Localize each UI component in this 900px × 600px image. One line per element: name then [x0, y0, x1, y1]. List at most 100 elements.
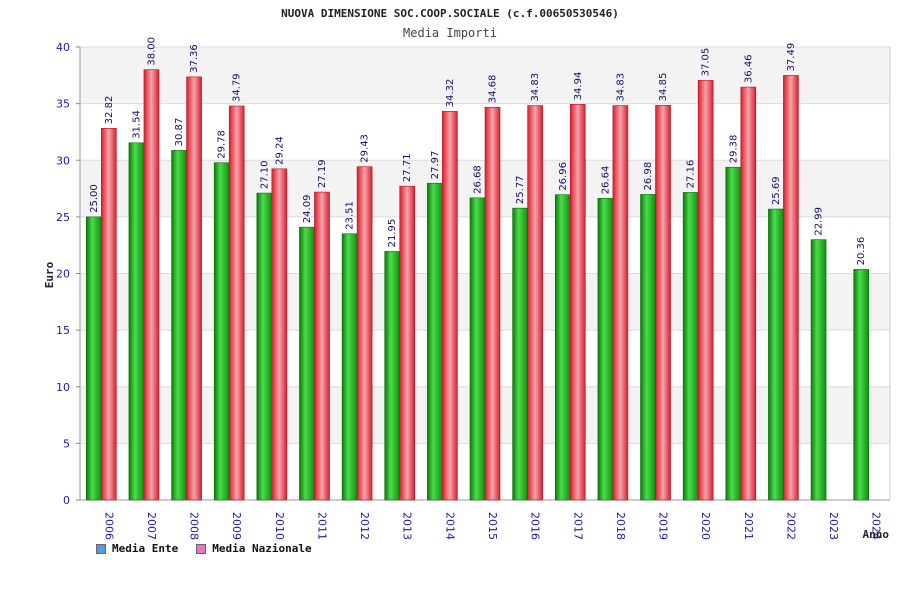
x-tick-label: 2022	[784, 512, 797, 540]
y-tick-label: 10	[56, 381, 70, 394]
x-tick-label: 2008	[188, 512, 201, 540]
bar-nazionale	[783, 75, 799, 501]
legend-item-ente: Media Ente	[96, 542, 178, 555]
y-tick-label: 5	[63, 437, 70, 450]
data-label: 29.38	[728, 135, 739, 164]
data-label: 25.00	[89, 184, 100, 213]
bar-ente	[725, 166, 742, 501]
data-label: 27.10	[259, 160, 270, 189]
data-label: 32.82	[104, 96, 115, 125]
data-label: 34.83	[530, 73, 541, 102]
bars: 25.00 32.82 31.54 38.00 30.87 37.36 29.78 34.79…	[86, 37, 869, 501]
bar-ente	[853, 269, 869, 501]
bar-nazionale	[740, 86, 757, 501]
x-tick-label: 2006	[102, 512, 115, 540]
y-axis-label: Euro	[43, 261, 56, 288]
legend-item-nazionale: Media Nazionale	[196, 542, 312, 555]
bar-ente	[299, 226, 315, 501]
data-label: 31.54	[131, 110, 142, 139]
x-tick-label: 2011	[315, 512, 328, 540]
data-label: 30.87	[174, 118, 185, 147]
bar-nazionale	[569, 104, 586, 501]
y-tick-label: 30	[56, 154, 70, 167]
x-tick-label: 2024	[870, 512, 883, 540]
data-label: 25.77	[515, 176, 526, 205]
data-label: 34.85	[658, 73, 669, 102]
y-tick-label: 20	[56, 268, 70, 281]
data-label: 34.94	[573, 72, 584, 101]
data-label: 27.16	[686, 160, 697, 189]
x-tick-label: 2012	[358, 512, 371, 540]
x-tick-label: 2007	[145, 512, 158, 540]
bar-ente	[597, 198, 614, 501]
bar-ente	[213, 162, 230, 501]
bar-ente	[682, 192, 699, 501]
bar-nazionale	[612, 105, 629, 501]
bar-nazionale	[399, 185, 416, 501]
bar-nazionale	[314, 191, 330, 501]
bar-nazionale	[655, 105, 671, 501]
y-tick-label: 15	[56, 324, 70, 337]
data-label: 37.05	[701, 48, 712, 77]
x-tick-label: 2023	[827, 512, 840, 540]
data-label: 34.32	[445, 79, 456, 108]
bar-nazionale	[484, 106, 501, 501]
data-label: 34.68	[488, 75, 499, 104]
legend: Media Ente Media Nazionale	[96, 542, 312, 555]
data-label: 24.09	[302, 195, 313, 224]
x-tick-label: 2009	[230, 512, 243, 540]
chart-subtitle: Media Importi	[403, 26, 497, 40]
x-tick-label: 2010	[273, 512, 286, 540]
legend-label-nazionale: Media Nazionale	[212, 542, 312, 555]
y-tick-label: 35	[56, 98, 70, 111]
data-label: 21.95	[387, 219, 398, 248]
bar-ente	[86, 216, 102, 501]
bar-nazionale	[101, 128, 117, 501]
data-label: 38.00	[146, 37, 157, 66]
bar-nazionale	[186, 76, 202, 501]
bar-ente	[427, 182, 443, 501]
y-axis-ticks: 0 5 10 15 20 25 30 35 40	[56, 41, 80, 507]
bar-nazionale	[143, 69, 160, 501]
bar-ente	[341, 233, 358, 501]
data-label: 20.36	[856, 237, 867, 266]
bar-nazionale	[527, 105, 543, 501]
bar-ente	[810, 239, 827, 501]
data-label: 29.43	[360, 134, 371, 163]
bar-ente	[512, 207, 528, 501]
bar-nazionale	[271, 168, 288, 501]
x-tick-label: 2017	[571, 512, 584, 540]
legend-swatch-ente	[96, 543, 106, 554]
data-label: 37.36	[189, 44, 200, 73]
x-tick-label: 2019	[657, 512, 670, 540]
legend-swatch-nazionale	[196, 543, 207, 554]
y-tick-label: 0	[63, 494, 70, 507]
x-tick-label: 2013	[401, 512, 414, 540]
x-tick-label: 2020	[699, 512, 712, 540]
bar-nazionale	[697, 80, 714, 501]
data-label: 34.83	[615, 73, 626, 102]
x-tick-label: 2015	[486, 512, 499, 540]
bar-nazionale	[228, 105, 245, 501]
data-label: 26.68	[473, 165, 484, 194]
bar-ente	[384, 251, 401, 501]
bar-nazionale	[442, 111, 458, 501]
data-label: 26.98	[643, 162, 654, 191]
bar-ente	[171, 150, 187, 501]
data-label: 27.97	[430, 151, 441, 180]
bar-ente	[554, 194, 571, 501]
bar-nazionale	[356, 166, 373, 501]
x-axis-ticks: 2006 2007 2008 2009 2010 2011 2012 2013 2014 2015…	[102, 512, 882, 540]
data-label: 36.46	[743, 54, 754, 83]
bar-ente	[640, 194, 656, 501]
x-tick-label: 2021	[742, 512, 755, 540]
data-label: 34.79	[232, 73, 243, 102]
legend-label-ente: Media Ente	[112, 542, 179, 555]
data-label: 25.69	[771, 176, 782, 205]
data-label: 26.64	[600, 166, 611, 195]
data-label: 37.49	[786, 43, 797, 72]
x-tick-label: 2014	[443, 512, 456, 540]
bar-ente	[256, 192, 273, 501]
bar-ente	[128, 142, 145, 501]
